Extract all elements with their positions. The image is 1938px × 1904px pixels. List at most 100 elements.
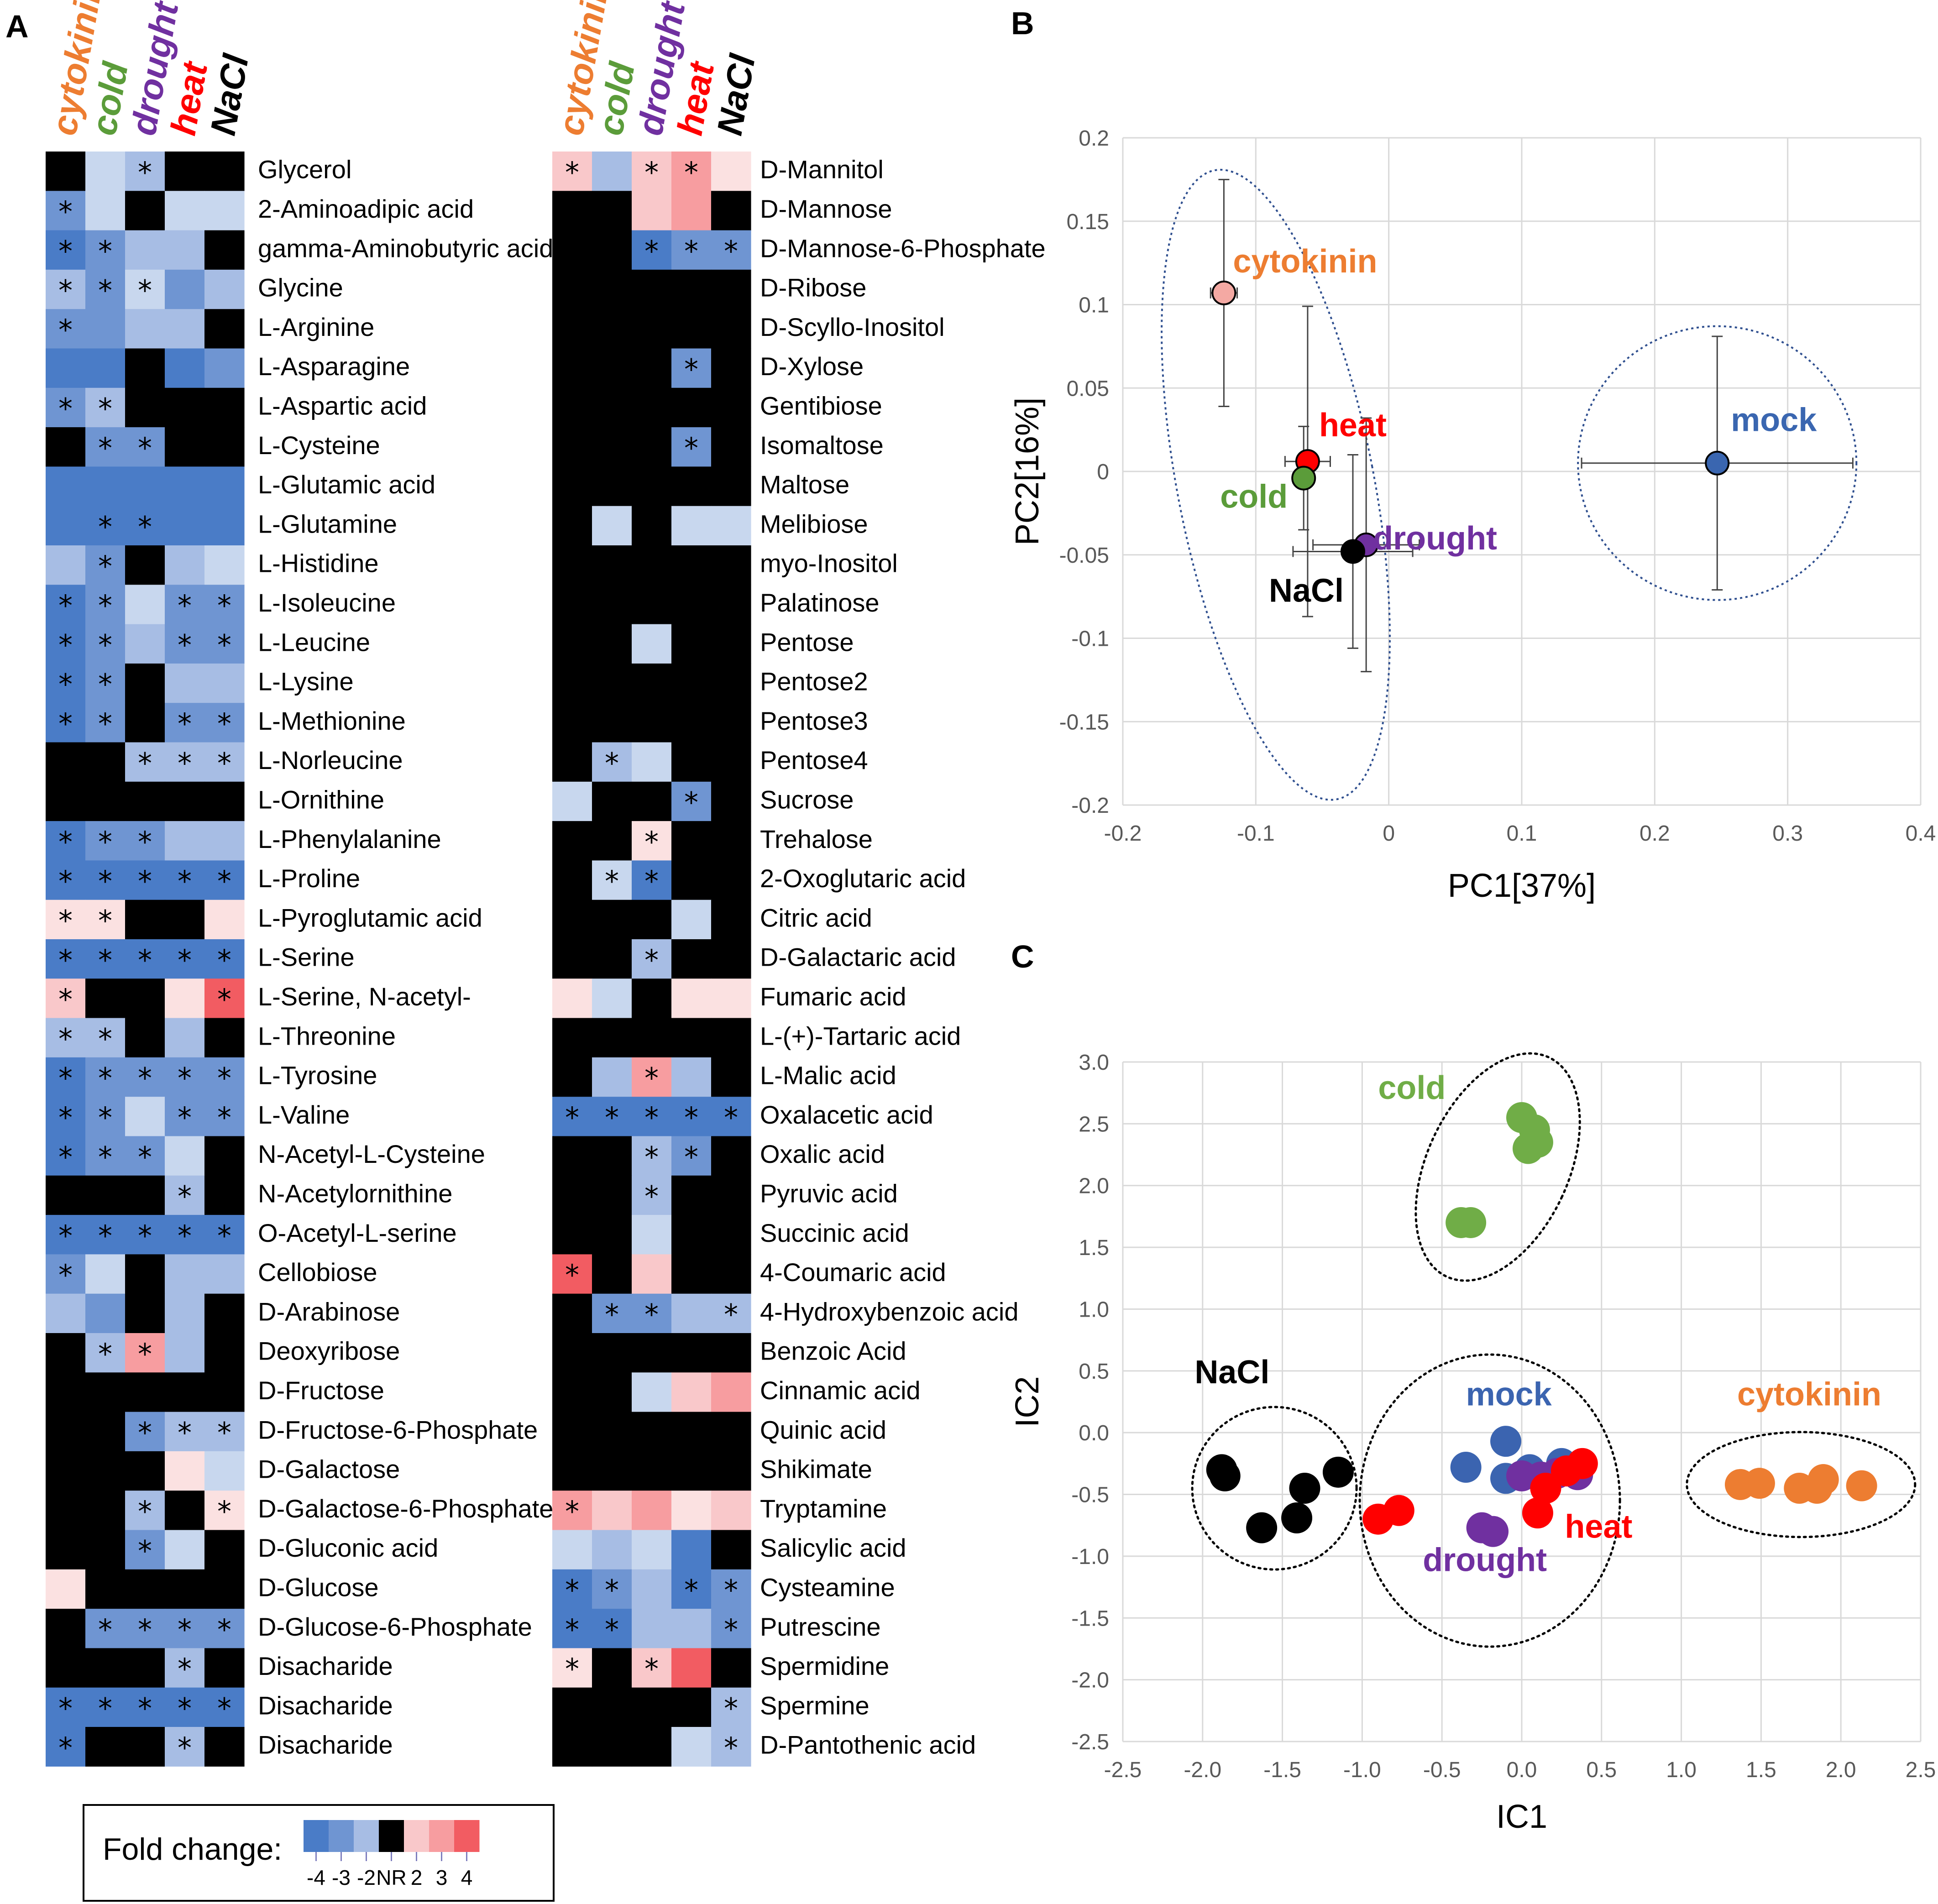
heatmap-cell [46, 348, 86, 388]
metabolite-label: Oxalacetic acid [760, 1100, 933, 1129]
heatmap-cell [671, 1097, 712, 1137]
heatmap-cell [125, 624, 165, 664]
significance-star: * [684, 156, 698, 189]
heatmap-cell [165, 1215, 205, 1255]
heatmap-cell [552, 821, 592, 861]
significance-star: * [605, 747, 619, 780]
significance-star: * [605, 1613, 619, 1646]
heatmap-cell [671, 663, 712, 703]
heatmap-cell [204, 1530, 245, 1570]
ica-label-cytokinin: cytokinin [1737, 1376, 1881, 1413]
heatmap-cell [671, 152, 712, 191]
x-tick-label: 0.5 [1586, 1758, 1617, 1782]
heatmap-cell [46, 191, 86, 231]
heatmap-cell [165, 978, 205, 1019]
y-tick-label: 3.0 [1079, 1051, 1109, 1075]
heatmap-cell [125, 1293, 165, 1334]
heatmap-cell [85, 585, 126, 625]
x-tick-label: -0.1 [1237, 821, 1275, 846]
heatmap-cell [592, 624, 632, 664]
heatmap-cell [125, 1097, 165, 1137]
heatmap-cell [552, 1097, 592, 1137]
heatmap-cell [592, 1530, 632, 1570]
heatmap-cell [671, 781, 712, 821]
significance-star: * [178, 1731, 192, 1764]
legend-title: Fold change: [103, 1832, 282, 1867]
metabolite-label: D-Gluconic acid [258, 1533, 438, 1562]
heatmap-cell [165, 1687, 205, 1727]
significance-star: * [58, 589, 73, 622]
metabolite-label: L-Pyroglutamic acid [258, 903, 482, 932]
significance-star: * [138, 747, 152, 780]
heatmap-cell [204, 506, 245, 546]
metabolite-label: L-Arginine [258, 313, 374, 341]
legend-swatch [329, 1820, 354, 1852]
heatmap-cell [125, 152, 165, 191]
metabolite-label: Cellobiose [258, 1258, 377, 1287]
heatmap-cell [552, 545, 592, 585]
significance-star: * [98, 943, 112, 977]
x-axis-title: IC1 [1496, 1799, 1547, 1835]
x-tick-label: 0.1 [1507, 821, 1537, 846]
heatmap-cell [165, 309, 205, 349]
heatmap-cell [671, 1254, 712, 1294]
significance-star: * [98, 668, 112, 701]
ica-point-heat [1383, 1495, 1414, 1526]
heatmap-cell [592, 1727, 632, 1767]
heatmap-cell [632, 1491, 672, 1531]
heatmap-cell [125, 466, 165, 507]
ica-point-NaCl [1209, 1460, 1241, 1491]
heatmap-cell [592, 1569, 632, 1609]
heatmap-cell [592, 269, 632, 309]
x-tick-label: -1.0 [1343, 1758, 1381, 1782]
heatmap-cell [632, 230, 672, 270]
heatmap-cell [125, 821, 165, 861]
heatmap-cell [204, 1569, 245, 1609]
significance-star: * [58, 1692, 73, 1725]
heatmap-cell [204, 1412, 245, 1452]
metabolite-label: Spermidine [760, 1652, 889, 1680]
heatmap-cell [671, 309, 712, 349]
heatmap-cell [204, 1372, 245, 1412]
heatmap-cell [632, 466, 672, 507]
pca-cluster-stress [1161, 168, 1391, 801]
heatmap-cell [46, 506, 86, 546]
heatmap-cell [85, 742, 126, 782]
heatmap-cell [552, 230, 592, 270]
significance-star: * [605, 1574, 619, 1607]
heatmap-cell [165, 466, 205, 507]
heatmap-cell [165, 1333, 205, 1373]
y-tick-label: -1.0 [1071, 1545, 1109, 1569]
significance-star: * [58, 235, 73, 268]
heatmap-cell [711, 663, 751, 703]
heatmap-cell [165, 1727, 205, 1767]
heatmap-cell [671, 1018, 712, 1058]
heatmap-cell [592, 1175, 632, 1215]
heatmap-cell [671, 860, 712, 900]
heatmap-cell [632, 900, 672, 940]
significance-star: * [605, 1101, 619, 1135]
significance-star: * [684, 786, 698, 819]
heatmap-cell [592, 387, 632, 428]
y-tick-label: 0.5 [1079, 1360, 1109, 1384]
heatmap-cell [711, 1372, 751, 1412]
heatmap-cell [204, 1254, 245, 1294]
heatmap-cell [46, 309, 86, 349]
heatmap-cell [85, 466, 126, 507]
significance-star: * [565, 1574, 579, 1607]
significance-star: * [138, 943, 152, 977]
significance-star: * [217, 1062, 231, 1095]
significance-star: * [98, 392, 112, 425]
heatmap-cell [204, 387, 245, 428]
heatmap-cell [85, 860, 126, 900]
heatmap-cell [46, 1057, 86, 1097]
heatmap-cell [711, 1412, 751, 1452]
x-tick-label: -1.5 [1263, 1758, 1301, 1782]
significance-star: * [565, 1613, 579, 1646]
y-tick-label: 0.2 [1079, 126, 1109, 151]
heatmap-cell [165, 230, 205, 270]
metabolite-label: N-Acetylornithine [258, 1179, 452, 1208]
heatmap-cell [165, 269, 205, 309]
metabolite-label: D-Fructose [258, 1376, 384, 1405]
heatmap-cell [165, 742, 205, 782]
